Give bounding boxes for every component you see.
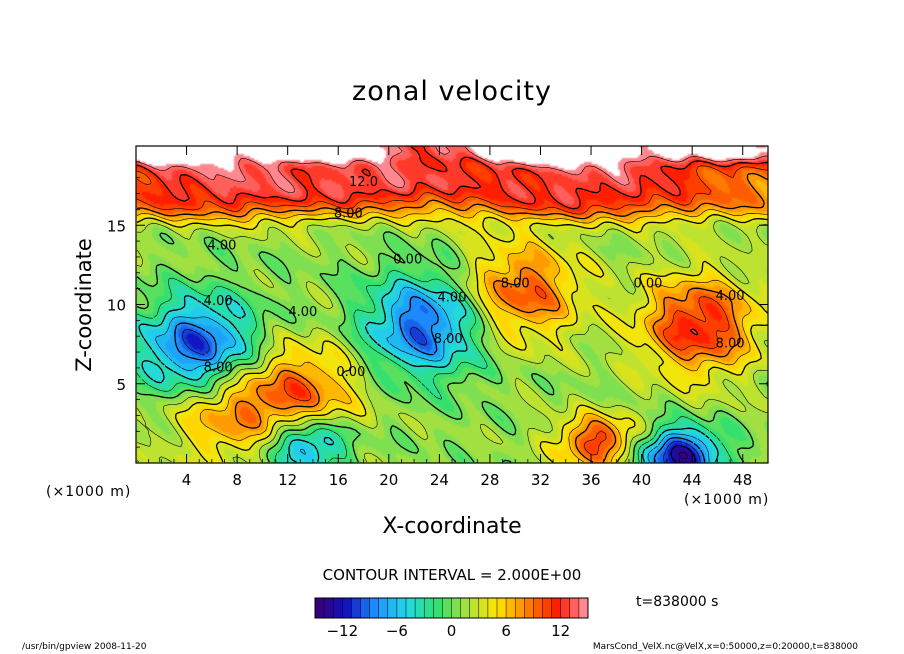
contour-line	[174, 295, 706, 463]
contour-label: 4.00	[288, 305, 317, 320]
colorbar-cell	[524, 598, 534, 618]
z-axis: 5 10 15	[107, 161, 768, 448]
x-tick-label: 32	[531, 471, 550, 489]
colorbar-cell	[415, 598, 425, 618]
contour-line	[136, 146, 768, 336]
x-tick-label: 36	[581, 471, 600, 489]
contour-line	[138, 278, 719, 463]
colorbar-cell	[387, 598, 398, 618]
colorbar-cell	[478, 598, 489, 618]
colorbar-cell	[533, 598, 543, 618]
colorbar-cell	[451, 598, 461, 618]
contour-label: 0.00	[633, 276, 662, 291]
colorbar-frame	[314, 597, 589, 619]
colorbar-cell	[497, 598, 507, 618]
time-label: t=838000 s	[636, 594, 719, 610]
contour-label: 8.00	[334, 207, 363, 222]
x-tick-label: 20	[379, 471, 398, 489]
contour-label: 12.0	[349, 175, 378, 190]
colorbar-cell	[333, 598, 343, 618]
colorbar-tick-label: 0	[447, 622, 457, 640]
x-tick-label: 28	[480, 471, 499, 489]
colorbar-tick-label: 6	[501, 622, 511, 640]
contour-label: 0.00	[336, 365, 365, 380]
x-tick-label: 4	[182, 471, 192, 489]
contour-lines	[136, 146, 768, 463]
contour-line	[136, 220, 768, 463]
x-tick-label: 24	[430, 471, 449, 489]
contour-line	[136, 208, 768, 463]
colorbar-cell	[506, 598, 516, 618]
contour-label: 4.00	[207, 238, 236, 253]
x-axis-label: X-coordinate	[382, 514, 522, 539]
colorbar-cell	[542, 598, 552, 618]
colorbar-cell	[406, 598, 416, 618]
colorbar-cell	[487, 598, 498, 618]
colorbar-cell	[569, 598, 580, 618]
contour-line	[136, 172, 768, 463]
contour-interval: CONTOUR INTERVAL = 2.000E+00	[322, 566, 582, 584]
colorbar-cell	[396, 598, 407, 618]
contour-line	[136, 165, 768, 456]
contour-line	[136, 146, 768, 193]
colorbar-cell	[342, 598, 352, 618]
z-tick-label: 15	[107, 217, 126, 235]
contour-line	[155, 286, 710, 463]
colorbar-cell	[424, 598, 434, 618]
contour-label: 8.00	[204, 360, 233, 375]
contour-label: 0.00	[393, 253, 422, 268]
colorbar-cell	[315, 598, 325, 618]
z-tick-label: 10	[107, 297, 126, 315]
z-tick-label: 5	[116, 376, 126, 394]
colorbar-cell	[460, 598, 470, 618]
colorbar-cell	[369, 598, 379, 618]
x-unit-label-right: (×1000 m)	[684, 492, 770, 508]
colorbar-cell	[442, 598, 452, 618]
contour-label: 8.00	[501, 276, 530, 291]
contour-line	[670, 444, 696, 463]
x-tick-label: 48	[733, 471, 752, 489]
contour-label: 4.00	[438, 291, 467, 306]
colorbar-tick-label: −12	[326, 622, 358, 640]
colorbar-cell	[578, 598, 589, 618]
x-tick-label: 16	[329, 471, 348, 489]
contour-line	[181, 326, 701, 463]
contour-label: 8.00	[434, 332, 463, 347]
contour-line	[136, 214, 768, 463]
contour-line	[136, 270, 733, 463]
colorbar-cell	[324, 598, 334, 618]
contour-label: 8.00	[716, 337, 745, 352]
y-axis-label: Z-coordinate	[72, 238, 96, 372]
colorbar-cell	[560, 598, 571, 618]
x-tick-label: 12	[278, 471, 297, 489]
footer-right: MarsCond_VelX.nc@VelX,x=0:50000,z=0:2000…	[592, 642, 858, 652]
contour-labels: 12.0 8.00 4.00 0.00 4.00 4.00 4.00 8.00 8.00 8.00…	[204, 175, 745, 380]
colorbar-cell	[469, 598, 480, 618]
colorbar-cell	[433, 598, 443, 618]
contour-line	[136, 231, 768, 463]
colorbar-cell	[351, 598, 361, 618]
x-tick-label: 8	[232, 471, 242, 489]
colorbar-tick-label: 12	[551, 622, 570, 640]
colorbar-cell	[515, 598, 525, 618]
x-axis: 4 8 12 16 20 24 28 32 36 40 44 48	[148, 146, 756, 489]
x-tick-label: 40	[632, 471, 651, 489]
contour-label: 4.00	[204, 294, 233, 309]
footer-left: /usr/bin/gpview 2008-11-20	[22, 642, 147, 652]
contour-line	[678, 451, 689, 460]
colorbar-tick-label: −6	[386, 622, 408, 640]
velocity-field	[136, 146, 768, 463]
colorbar-cell	[378, 598, 389, 618]
x-tick-label: 44	[683, 471, 702, 489]
colorbar-cell	[551, 598, 561, 618]
chart-title: zonal velocity	[352, 76, 552, 107]
colorbar-cell	[360, 598, 370, 618]
contour-label: 4.00	[716, 289, 745, 304]
x-unit-label-left: (×1000 m)	[46, 484, 132, 500]
colorbar: −12 −6 0 6 12	[314, 597, 589, 640]
